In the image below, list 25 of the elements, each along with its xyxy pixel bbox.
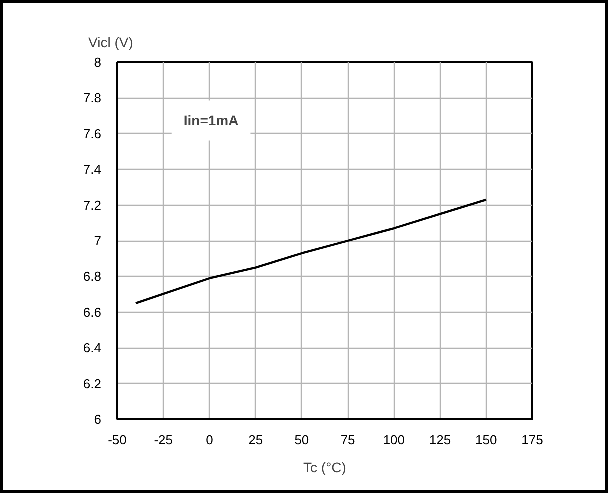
y-tick-label: 8 [94,55,102,70]
y-axis-title: Vicl (V) [88,34,134,50]
annotation: Iin=1mA [184,112,239,129]
x-tick-label: 50 [294,432,310,448]
y-tick-label: 7.8 [83,90,102,106]
y-tick-label: 6.8 [83,269,102,284]
y-tick-label: 7.6 [83,126,102,142]
x-axis-title: Tc (°C) [304,460,346,476]
y-tick-label: 6.2 [83,376,102,392]
y-tick-label: 7 [94,234,102,248]
line-series [134,198,488,305]
x-tick-label: 100 [383,432,406,448]
x-tick-label: 0 [206,432,214,448]
x-tick-label: 75 [340,432,356,448]
x-tick-label: 175 [522,432,544,448]
x-tick-label: 150 [476,432,498,448]
y-tick-label: 7.2 [83,198,102,213]
y-tick-label: 6.6 [83,304,102,320]
x-tick-label: 125 [429,432,452,448]
y-tick-label: 6 [94,412,102,427]
x-tick-label: -50 [108,432,127,448]
y-tick-label: 7.4 [83,162,102,178]
x-tick-label: 25 [248,432,264,448]
x-tick-label: -25 [154,432,174,448]
y-tick-label: 6.4 [83,340,102,356]
